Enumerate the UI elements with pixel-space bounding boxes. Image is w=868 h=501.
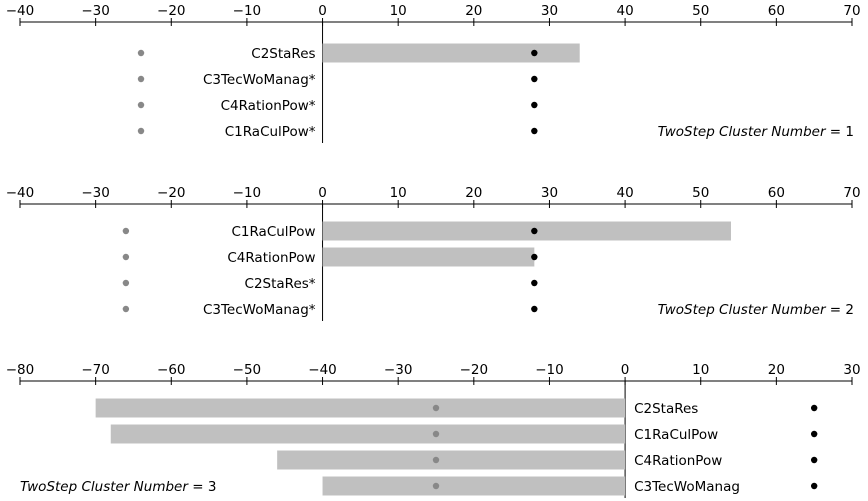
critical-value-dot bbox=[432, 456, 440, 464]
x-tick-label: −80 bbox=[6, 362, 35, 378]
category-label: C1RaCulPow bbox=[634, 427, 718, 443]
x-tick-label: −50 bbox=[233, 362, 262, 378]
panel-cluster-label-equals: = bbox=[188, 479, 208, 495]
panel-cluster-label-value: 3 bbox=[208, 479, 217, 495]
x-tick-label: −40 bbox=[308, 362, 337, 378]
importance-dot bbox=[810, 430, 818, 438]
x-tick-label: −30 bbox=[384, 362, 413, 378]
x-tick-label: −70 bbox=[81, 362, 110, 378]
critical-value-dot bbox=[122, 305, 130, 313]
category-label: C4RationPow bbox=[227, 250, 315, 266]
panel-cluster-label-name: TwoStep Cluster Number bbox=[658, 124, 827, 140]
panel-cluster-label-name: TwoStep Cluster Number bbox=[20, 479, 189, 495]
x-tick-label: 10 bbox=[390, 185, 407, 201]
importance-dot bbox=[810, 482, 818, 490]
category-label: C2StaRes bbox=[634, 401, 698, 417]
importance-dot bbox=[810, 404, 818, 412]
critical-value-dot bbox=[432, 404, 440, 412]
x-tick-label: −10 bbox=[535, 362, 564, 378]
importance-dot bbox=[531, 227, 538, 235]
category-label: C4RationPow bbox=[634, 453, 722, 469]
category-label: C4RationPow* bbox=[221, 98, 316, 114]
x-tick-label: −40 bbox=[6, 3, 35, 19]
x-tick-label: 40 bbox=[616, 3, 633, 19]
importance-dot bbox=[531, 305, 538, 313]
x-tick-label: 50 bbox=[692, 185, 709, 201]
category-label: C1RaCulPow bbox=[231, 224, 315, 240]
x-tick-label: −30 bbox=[81, 185, 110, 201]
x-tick-label: 0 bbox=[318, 185, 327, 201]
x-tick-label: 10 bbox=[692, 362, 709, 378]
x-tick-label: 20 bbox=[465, 185, 482, 201]
bar bbox=[322, 43, 580, 63]
critical-value-dot bbox=[122, 227, 130, 235]
x-tick-label: −60 bbox=[157, 362, 186, 378]
critical-value-dot bbox=[137, 127, 145, 135]
x-tick-label: 60 bbox=[768, 3, 785, 19]
x-tick-label: −40 bbox=[6, 185, 35, 201]
panel-cluster-label: TwoStep Cluster Number = 1 bbox=[658, 124, 854, 140]
category-label: C2StaRes* bbox=[245, 276, 316, 292]
importance-dot bbox=[531, 127, 538, 135]
critical-value-dot bbox=[432, 430, 440, 438]
x-tick-label: −20 bbox=[157, 3, 186, 19]
critical-value-dot bbox=[122, 253, 130, 261]
bar bbox=[95, 398, 626, 418]
bar bbox=[322, 476, 626, 496]
critical-value-dot bbox=[137, 75, 145, 83]
x-tick-label: 70 bbox=[843, 3, 860, 19]
bar bbox=[322, 247, 535, 267]
x-tick-label: 50 bbox=[692, 3, 709, 19]
critical-value-dot bbox=[432, 482, 440, 490]
panel-cluster-label: TwoStep Cluster Number = 3 bbox=[20, 479, 216, 495]
x-tick-label: −20 bbox=[460, 362, 489, 378]
x-tick-label: −30 bbox=[81, 3, 110, 19]
bar bbox=[110, 424, 626, 444]
x-tick-label: −10 bbox=[233, 3, 262, 19]
x-tick-label: 30 bbox=[541, 3, 558, 19]
critical-value-dot bbox=[137, 101, 145, 109]
importance-dot bbox=[531, 75, 538, 83]
category-label: C2StaRes bbox=[251, 46, 315, 62]
category-label: C3TecWoManag* bbox=[203, 302, 316, 318]
x-tick-label: 30 bbox=[541, 185, 558, 201]
panel-cluster-label-value: 2 bbox=[845, 302, 854, 318]
x-tick-label: 0 bbox=[621, 362, 630, 378]
x-tick-label: 70 bbox=[843, 185, 860, 201]
x-tick-label: 20 bbox=[465, 3, 482, 19]
critical-value-dot bbox=[137, 49, 145, 57]
x-tick-label: −10 bbox=[233, 185, 262, 201]
category-label: C3TecWoManag* bbox=[203, 72, 316, 88]
category-label: C3TecWoManag bbox=[634, 479, 740, 495]
importance-dot bbox=[531, 253, 538, 261]
critical-value-dot bbox=[122, 279, 130, 287]
x-tick-label: 30 bbox=[843, 362, 860, 378]
panel-cluster-label: TwoStep Cluster Number = 2 bbox=[658, 302, 854, 318]
x-tick-label: −20 bbox=[157, 185, 186, 201]
panel-cluster-label-value: 1 bbox=[845, 124, 854, 140]
importance-dot bbox=[810, 456, 818, 464]
importance-dot bbox=[531, 101, 538, 109]
panel-cluster-label-equals: = bbox=[826, 302, 846, 318]
importance-dot bbox=[531, 279, 538, 287]
x-tick-label: 20 bbox=[768, 362, 785, 378]
x-tick-label: 40 bbox=[616, 185, 633, 201]
x-tick-label: 10 bbox=[390, 3, 407, 19]
importance-dot bbox=[531, 49, 538, 57]
category-label: C1RaCulPow* bbox=[225, 124, 316, 140]
panel-cluster-label-name: TwoStep Cluster Number bbox=[658, 302, 827, 318]
panel-cluster-label-equals: = bbox=[826, 124, 846, 140]
bar bbox=[322, 221, 731, 241]
x-tick-label: 0 bbox=[318, 3, 327, 19]
bar bbox=[277, 450, 626, 470]
x-tick-label: 60 bbox=[768, 185, 785, 201]
